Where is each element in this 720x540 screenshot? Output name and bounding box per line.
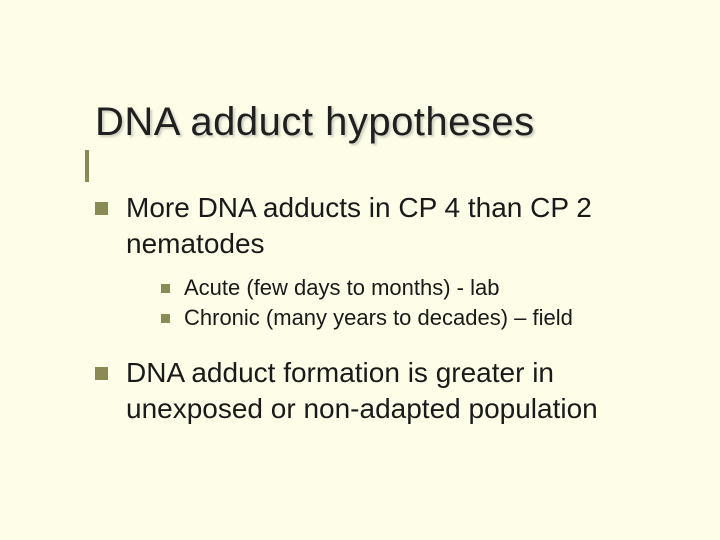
slide: DNA adduct hypotheses More DNA adducts i… (0, 0, 720, 540)
slide-title: DNA adduct hypotheses (95, 100, 535, 145)
bullet-text: More DNA adducts in CP 4 than CP 2 nemat… (126, 190, 660, 262)
bullet-text: DNA adduct formation is greater in unexp… (126, 355, 660, 427)
bullet-level1: More DNA adducts in CP 4 than CP 2 nemat… (95, 190, 660, 262)
bullet-level2: Acute (few days to months) - lab (161, 274, 660, 303)
sub-bullet-text: Acute (few days to months) - lab (184, 274, 499, 303)
square-bullet-icon (95, 367, 108, 380)
title-container: DNA adduct hypotheses (95, 100, 535, 145)
square-bullet-icon (161, 314, 170, 323)
sub-bullet-group: Acute (few days to months) - lab Chronic… (161, 274, 660, 333)
bullet-level2: Chronic (many years to decades) – field (161, 304, 660, 333)
sub-bullet-text: Chronic (many years to decades) – field (184, 304, 573, 333)
square-bullet-icon (95, 202, 108, 215)
square-bullet-icon (161, 284, 170, 293)
bullet-level1: DNA adduct formation is greater in unexp… (95, 355, 660, 427)
title-accent-bar (85, 150, 89, 182)
slide-body: More DNA adducts in CP 4 than CP 2 nemat… (95, 190, 660, 437)
